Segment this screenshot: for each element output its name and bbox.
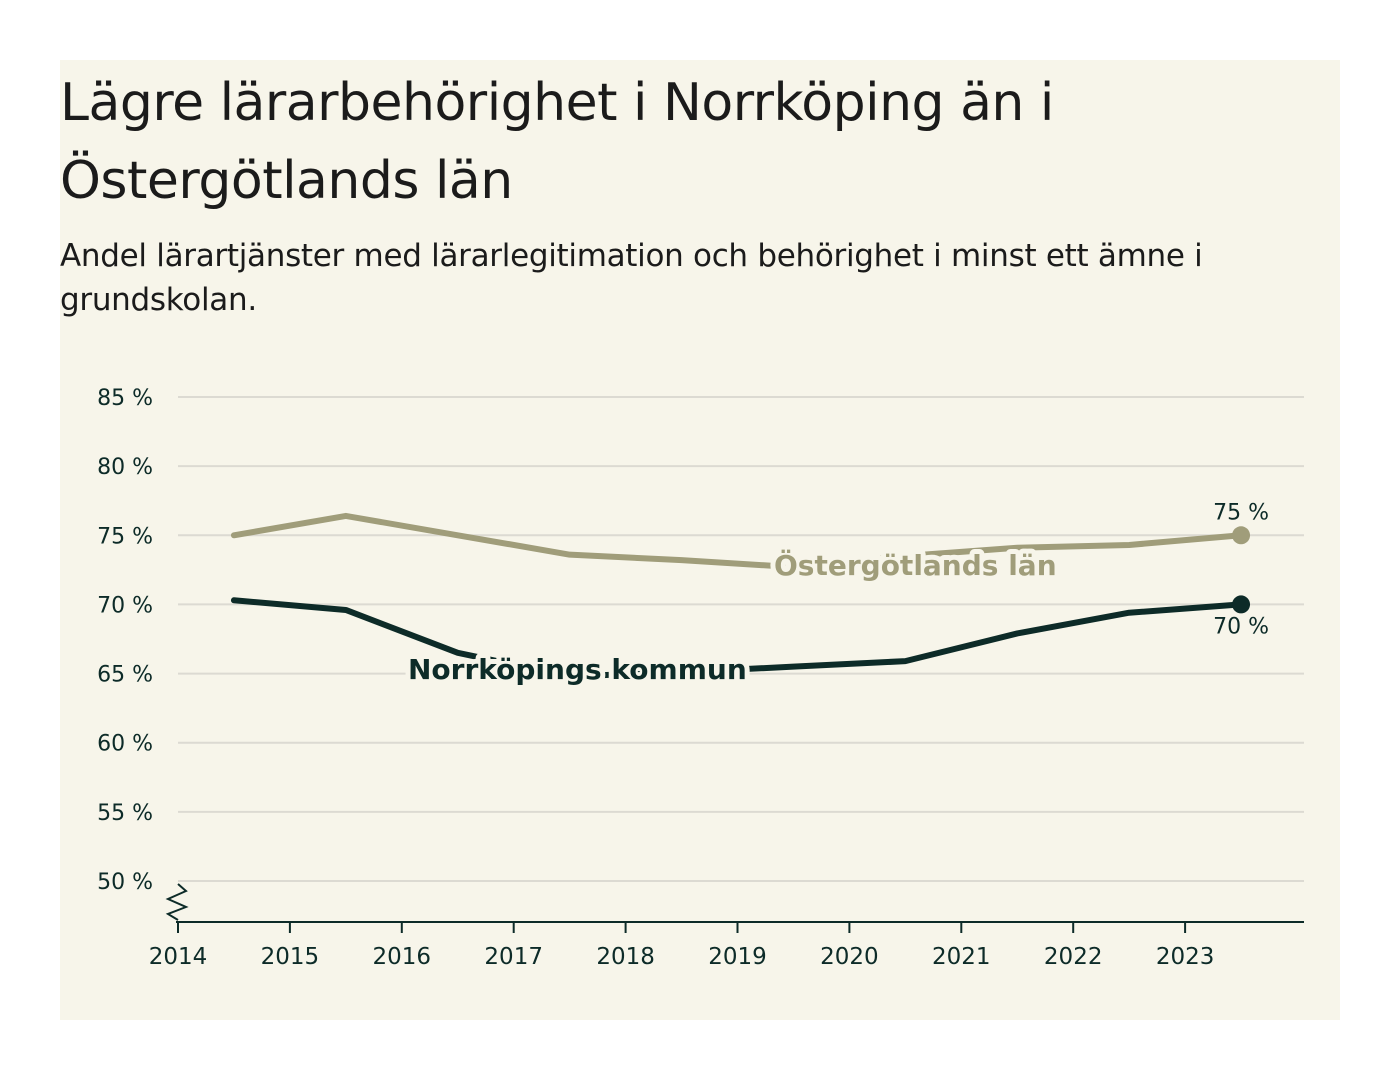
x-axis: 2014 2015 2016 2017 2018 2019 2020 2021 2022 2023 [149,883,1304,970]
y-tick-label: 70 % [97,593,153,618]
x-tick-label: 2019 [708,944,767,970]
series-label-halo: Östergötlands län [774,548,1057,582]
series-end-point [1232,526,1251,545]
y-tick-label: 65 % [97,663,153,688]
chart-card: Lägre lärarbehörighet i Norrköping än i … [60,60,1340,1020]
x-tick-label: 2017 [484,944,543,970]
end-value-label: 70 % [1213,614,1269,639]
x-tick-label: 2018 [596,944,655,970]
y-tick-label: 80 % [97,455,153,480]
x-tick-label: 2015 [261,944,320,970]
x-tick-label: 2021 [932,944,991,970]
series-label-halo: Norrköpings kommun [408,653,747,686]
series-label-norrkoping: Norrköpings kommun [408,653,747,686]
gridlines: 50 % 55 % 60 % 65 % 70 % 75 % 80 % 85 % [97,386,1304,895]
x-tick-label: 2014 [149,944,208,970]
series-lines [230,512,1251,680]
x-tick-label: 2020 [820,944,879,970]
axis-break-mark [165,883,189,921]
y-tick-label: 75 % [97,524,153,549]
series-line [230,512,1245,571]
y-tick-label: 55 % [97,801,153,826]
x-tick-label: 2016 [373,944,432,970]
x-tick-label: 2023 [1156,944,1215,970]
chart-subtitle: Andel lärartjänster med lärarlegitimatio… [60,238,1203,318]
series-label-ostergotland: Östergötlands län [774,548,1057,582]
chart-title: Lägre lärarbehörighet i Norrköping än i … [60,73,1054,211]
x-tick-label: 2022 [1044,944,1103,970]
y-tick-label: 85 % [97,386,153,411]
series-end-point [1232,595,1251,614]
series-line [230,597,1245,680]
end-value-label: 75 % [1213,500,1269,525]
y-tick-label: 60 % [97,732,153,757]
y-tick-label: 50 % [97,870,153,895]
